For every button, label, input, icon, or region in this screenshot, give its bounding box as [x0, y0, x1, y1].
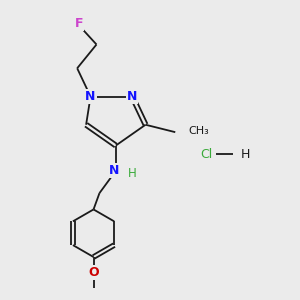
- Text: F: F: [74, 16, 83, 30]
- Text: Cl: Cl: [200, 148, 213, 161]
- Text: CH₃: CH₃: [189, 126, 209, 136]
- Text: N: N: [109, 164, 119, 177]
- Text: O: O: [88, 266, 99, 279]
- Text: H: H: [128, 167, 136, 180]
- Text: H: H: [240, 148, 250, 161]
- Text: N: N: [85, 90, 96, 103]
- Text: N: N: [127, 90, 137, 103]
